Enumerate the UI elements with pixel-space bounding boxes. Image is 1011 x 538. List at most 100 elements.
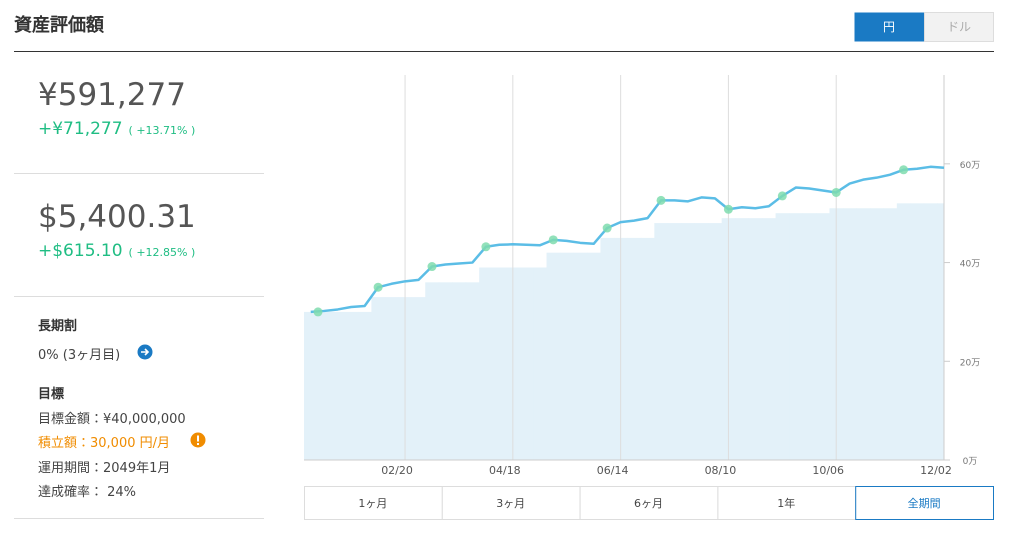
deposit-marker: [373, 282, 383, 292]
x-tick-label: 02/20: [381, 464, 413, 477]
period-button[interactable]: [579, 486, 719, 520]
x-tick-label: 04/18: [489, 464, 521, 477]
area-segment: [560, 252, 574, 460]
dollar-button[interactable]: [924, 12, 994, 42]
area-segment: [519, 267, 534, 460]
deposit-marker: [313, 307, 323, 317]
period-label: 6ヶ月: [634, 497, 663, 510]
dollar-change: +$615.10 ( +12.85% ): [38, 241, 195, 261]
header-rule: [14, 51, 994, 52]
deposit-marker: [723, 204, 733, 214]
dollar-change-value: +$615.10: [38, 241, 123, 261]
yen-change-value: +¥71,277: [38, 119, 123, 139]
area-segment: [681, 223, 696, 460]
dollar-total: $5,400.31: [38, 199, 196, 235]
deposit-marker: [777, 191, 787, 201]
area-segment: [479, 267, 494, 460]
divider: [14, 296, 264, 297]
y-tick-label: 60万: [960, 161, 980, 171]
area-segment: [802, 213, 817, 460]
x-tick-label: 08/10: [705, 464, 737, 477]
deposit-marker: [831, 187, 841, 197]
area-segment: [344, 311, 359, 460]
period-label: 1ヶ月: [358, 497, 387, 510]
period-label: 3ヶ月: [496, 497, 525, 510]
goal-row: 達成確率： 24%: [38, 485, 137, 500]
area-segment: [533, 267, 548, 460]
x-tick-label: 12/02: [920, 464, 952, 477]
dollar-change-percent: ( +12.85% ): [128, 246, 196, 259]
area-segment: [371, 297, 386, 460]
area-segment: [910, 203, 925, 461]
area-segment: [735, 218, 750, 460]
area-segment: [357, 311, 372, 460]
x-tick-label: 10/06: [812, 464, 844, 477]
area-segment: [654, 223, 669, 460]
yen-total: ¥591,277: [38, 77, 186, 113]
area-segment: [452, 282, 467, 460]
area-segment: [762, 218, 777, 460]
area-segment: [694, 223, 709, 460]
y-tick-label: 20万: [960, 358, 980, 368]
yen-button[interactable]: [854, 12, 925, 42]
area-segment: [600, 237, 615, 460]
goal-row: 運用期間：2049年1月: [38, 461, 171, 476]
warning-icon[interactable]: [190, 432, 206, 448]
goal-row: 積立額：30,000 円/月: [38, 436, 170, 451]
area-segment: [937, 203, 945, 461]
yen-change: +¥71,277 ( +13.71% ): [38, 119, 195, 139]
period-label: 1年: [777, 496, 795, 510]
deposit-marker: [656, 195, 666, 205]
period-button[interactable]: [441, 486, 581, 520]
deposit-marker: [899, 165, 909, 175]
area-segment: [816, 213, 830, 460]
area-segment: [708, 223, 723, 460]
area-segment: [869, 208, 884, 460]
deposit-marker: [602, 223, 612, 233]
page-title: 資産評価額: [14, 15, 104, 36]
area-segment: [842, 208, 857, 460]
deposit-marker: [548, 235, 558, 245]
divider: [14, 173, 264, 174]
area-segment: [748, 218, 763, 460]
yen-change-percent: ( +13.71% ): [128, 124, 196, 137]
area-segment: [330, 311, 345, 460]
area-segment: [425, 282, 440, 460]
dollar-label: ドル: [947, 20, 971, 34]
area-segment: [411, 297, 426, 460]
long-term-value: 0% (3ヶ月目): [38, 348, 121, 363]
currency-toggle: 円 ドル: [854, 12, 994, 42]
area-segment: [923, 203, 938, 461]
area-segment: [775, 213, 790, 460]
long-term-title: 長期割: [38, 319, 78, 334]
period-button[interactable]: [717, 486, 857, 520]
area-segment: [856, 208, 871, 460]
area-segment: [546, 252, 561, 460]
y-tick-label: 40万: [960, 260, 980, 270]
area-segment: [438, 282, 453, 460]
goal-title: 目標: [38, 387, 65, 402]
area-segment: [667, 223, 682, 460]
area-segment: [317, 311, 332, 460]
area-segment: [627, 237, 642, 460]
divider: [14, 518, 264, 519]
period-label: 全期間: [908, 496, 941, 510]
area-segment: [896, 203, 911, 461]
deposit-marker: [427, 262, 437, 272]
area-segment: [883, 208, 898, 460]
area-segment: [640, 237, 655, 460]
long-term-link[interactable]: [137, 344, 153, 360]
deposit-marker: [481, 242, 491, 252]
yen-label: 円: [883, 20, 895, 34]
area-segment: [789, 213, 804, 460]
area-segment: [492, 267, 507, 460]
goal-row: 目標金額：¥40,000,000: [38, 412, 186, 427]
area-segment: [586, 252, 601, 460]
area-segment: [573, 252, 588, 460]
area-segment: [304, 311, 318, 460]
period-button[interactable]: [855, 486, 995, 520]
x-tick-label: 06/14: [597, 464, 629, 477]
area-segment: [465, 282, 480, 460]
